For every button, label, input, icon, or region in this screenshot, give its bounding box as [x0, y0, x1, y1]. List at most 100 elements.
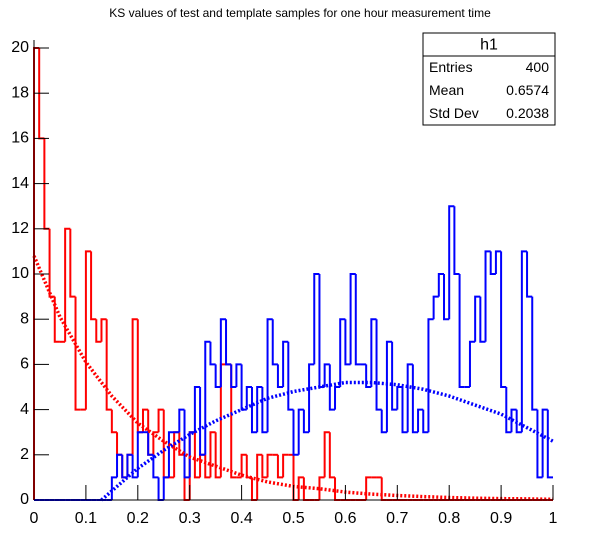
histogram-bin	[323, 363, 330, 387]
histogram-bin	[199, 387, 206, 456]
x-tick-label: 0.4	[230, 510, 252, 527]
stats-value: 0.6574	[506, 82, 549, 98]
histogram-bin	[328, 432, 336, 479]
histogram-bin	[479, 296, 486, 343]
y-tick-label: 0	[20, 491, 29, 508]
histogram-bin	[391, 341, 398, 411]
histogram-bin	[245, 386, 252, 410]
histogram-bin	[105, 319, 112, 411]
histogram-bin	[116, 453, 123, 478]
histogram-bin	[250, 387, 258, 434]
histogram-bin	[193, 432, 201, 479]
histogram-bin	[100, 318, 107, 342]
histogram-bin	[282, 340, 289, 387]
y-tick-label: 6	[20, 356, 29, 373]
stats-title: h1	[480, 37, 498, 54]
histogram-bin	[84, 250, 92, 410]
histogram-bin	[209, 341, 216, 366]
fit-curve	[100, 380, 554, 502]
y-tick-label: 4	[20, 401, 29, 418]
histogram-bin	[219, 318, 227, 387]
histogram-bin	[318, 476, 325, 500]
histogram-bin	[474, 295, 481, 342]
histogram-bin	[131, 454, 138, 479]
histogram-bin	[494, 250, 502, 274]
histogram-bin	[131, 318, 138, 455]
histogram-bin	[484, 250, 491, 342]
histogram-bin	[427, 318, 434, 433]
histogram-bin	[505, 387, 512, 434]
histogram-bin	[489, 251, 496, 275]
histogram-bin	[261, 454, 268, 479]
y-tick-label: 12	[11, 220, 29, 237]
y-tick-label: 20	[11, 39, 29, 56]
histogram-bin	[167, 431, 175, 478]
histogram-bin	[448, 205, 455, 320]
histogram-bin	[266, 453, 273, 478]
histogram-bin	[188, 431, 195, 478]
histogram-bin	[90, 251, 97, 321]
histogram-bin	[69, 228, 76, 298]
histogram-bin	[235, 363, 242, 387]
y-tick-label: 14	[11, 175, 29, 192]
histogram-bin	[271, 319, 278, 366]
histogram-bin	[183, 409, 190, 479]
histogram-bin	[136, 431, 143, 478]
stats-label: Mean	[429, 82, 464, 98]
histogram-bin	[531, 296, 538, 411]
y-tick-label: 16	[11, 130, 29, 147]
histogram-bin	[266, 318, 273, 433]
histogram-bin	[432, 295, 439, 320]
histogram-bin	[334, 386, 341, 410]
histogram-bin	[520, 250, 528, 433]
histogram-bin	[526, 251, 533, 298]
histogram-bin	[276, 454, 284, 479]
histogram-bin	[443, 274, 450, 321]
histogram-bin	[162, 476, 169, 500]
histogram-bin	[354, 274, 361, 366]
histogram-bin	[126, 453, 133, 478]
histogram-bin	[375, 319, 382, 411]
x-tick-label: 1	[549, 510, 558, 527]
histogram-bin	[344, 319, 351, 366]
histogram-bin	[74, 296, 81, 411]
stats-value: 400	[526, 59, 550, 75]
histogram-bin	[230, 364, 237, 388]
stats-label: Std Dev	[429, 105, 479, 121]
histogram-bin	[365, 364, 372, 388]
histogram-bin	[339, 318, 346, 387]
histogram-bin	[214, 432, 221, 479]
histogram-bin	[53, 296, 60, 343]
histogram-bin	[546, 409, 553, 479]
y-tick-label: 8	[20, 310, 29, 327]
histogram-bin	[437, 273, 445, 297]
histogram-bin	[297, 476, 304, 500]
histogram-bin	[328, 364, 336, 411]
x-tick-label: 0.7	[386, 510, 408, 527]
histogram-bin	[204, 340, 211, 455]
histogram-bin	[157, 408, 164, 433]
stats-value: 0.2038	[506, 105, 549, 121]
x-tick-label: 0.5	[282, 510, 304, 527]
histogram-bin	[193, 386, 201, 433]
histogram-bin	[510, 408, 517, 433]
histogram-bin	[297, 408, 304, 455]
histogram-bin	[147, 432, 154, 456]
histogram-bin	[515, 409, 522, 434]
histogram-bin	[401, 387, 408, 434]
histogram-bin	[541, 408, 548, 478]
y-tick-label: 18	[11, 84, 29, 101]
histogram-bin	[209, 431, 216, 478]
histogram-bin	[417, 408, 424, 433]
histogram-bin	[323, 431, 330, 478]
histogram-bin	[406, 363, 413, 433]
histogram-bin	[141, 408, 149, 433]
histogram-bin	[411, 364, 419, 434]
x-tick-label: 0.1	[75, 510, 97, 527]
chart-title: KS values of test and template samples f…	[109, 6, 491, 20]
histogram-bin	[370, 318, 377, 387]
histogram-bin	[256, 386, 263, 433]
histogram-bin	[468, 340, 476, 387]
y-tick-label: 2	[20, 446, 29, 463]
